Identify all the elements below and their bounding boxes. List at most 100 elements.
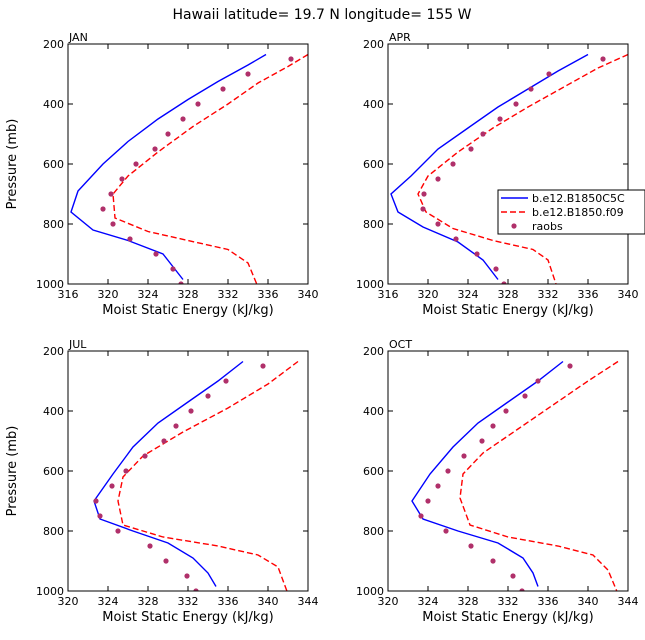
raobs-point xyxy=(453,236,459,242)
raobs-point xyxy=(528,86,534,92)
raobs-point xyxy=(123,468,129,474)
panel-oct: 320 324 328 332 336 340 344 200 400 600 800 1000 OCT… xyxy=(356,338,639,625)
x-tick-label: 336 xyxy=(258,288,279,301)
x-axis-label: Moist Static Energy (kJ/kg) xyxy=(102,610,273,625)
raobs-point xyxy=(161,438,167,444)
raobs-point xyxy=(180,116,186,122)
y-tick-label: 400 xyxy=(43,98,64,111)
y-tick-label: 1000 xyxy=(356,278,384,291)
y-tick-label: 1000 xyxy=(36,278,64,291)
x-axis-label: Moist Static Energy (kJ/kg) xyxy=(422,303,593,318)
raobs-point xyxy=(163,558,169,564)
plot-area xyxy=(93,360,299,591)
raobs-point xyxy=(220,86,226,92)
raobs-point xyxy=(173,423,179,429)
x-tick-label: 324 xyxy=(138,288,159,301)
y-tick-label: 600 xyxy=(43,465,64,478)
y-tick-label: 400 xyxy=(363,98,384,111)
panel-jan: 316 320 324 328 332 336 340 200 400 600 800 1000 JAN… xyxy=(5,31,319,318)
raobs-point xyxy=(152,146,158,152)
x-tick-label: 328 xyxy=(138,595,159,608)
figure-title: Hawaii latitude= 19.7 N longitude= 155 W xyxy=(173,7,472,23)
y-tick-label: 200 xyxy=(363,38,384,51)
raobs-point xyxy=(600,56,606,62)
x-tick-label: 328 xyxy=(178,288,199,301)
raobs-point xyxy=(421,191,427,197)
raobs-point xyxy=(109,483,115,489)
series-line-f09 xyxy=(112,53,308,284)
x-tick-label: 320 xyxy=(418,288,439,301)
legend-label: b.e12.B1850C5C xyxy=(532,192,625,205)
raobs-point xyxy=(425,498,431,504)
y-tick-label: 1000 xyxy=(356,585,384,598)
raobs-point xyxy=(97,513,103,519)
raobs-point xyxy=(443,528,449,534)
raobs-point xyxy=(245,71,251,77)
raobs-point xyxy=(480,131,486,137)
y-axis-label: Pressure (mb) xyxy=(5,119,20,210)
raobs-point xyxy=(178,281,184,284)
raobs-point xyxy=(147,543,153,549)
raobs-point xyxy=(170,266,176,272)
panel-jul: 320 324 328 332 336 340 344 200 400 600 800 1000 JUL… xyxy=(5,338,319,625)
raobs-point xyxy=(490,558,496,564)
legend-label: b.e12.B1850.f09 xyxy=(532,206,624,219)
x-tick-label: 340 xyxy=(298,288,319,301)
plot-frame xyxy=(67,43,309,285)
x-tick-label: 324 xyxy=(458,288,479,301)
x-tick-label: 336 xyxy=(538,595,559,608)
raobs-point xyxy=(468,146,474,152)
panel-label: OCT xyxy=(389,338,412,351)
raobs-point xyxy=(115,528,121,534)
x-tick-label: 328 xyxy=(498,288,519,301)
raobs-point xyxy=(501,281,507,284)
raobs-point xyxy=(418,513,424,519)
x-tick-label: 336 xyxy=(218,595,239,608)
raobs-point xyxy=(519,588,525,591)
raobs-point xyxy=(184,573,190,579)
raobs-point xyxy=(503,408,509,414)
x-tick-label: 324 xyxy=(98,595,119,608)
legend-label: raobs xyxy=(532,220,563,233)
y-tick-label: 200 xyxy=(43,38,64,51)
series-line-f09 xyxy=(459,360,619,591)
plot-area xyxy=(70,53,308,284)
raobs-point xyxy=(435,176,441,182)
raobs-point xyxy=(493,266,499,272)
raobs-point xyxy=(127,236,133,242)
raobs-point xyxy=(195,101,201,107)
raobs-point xyxy=(193,588,199,591)
y-tick-label: 800 xyxy=(43,525,64,538)
plot-area xyxy=(411,360,619,591)
raobs-point xyxy=(100,206,106,212)
x-tick-label: 316 xyxy=(58,288,79,301)
raobs-point xyxy=(205,393,211,399)
x-tick-label: 320 xyxy=(378,595,399,608)
raobs-point xyxy=(260,363,266,369)
x-tick-label: 328 xyxy=(458,595,479,608)
x-tick-label: 340 xyxy=(578,595,599,608)
x-tick-label: 344 xyxy=(298,595,319,608)
raobs-point xyxy=(497,116,503,122)
x-tick-label: 332 xyxy=(538,288,559,301)
raobs-point xyxy=(153,251,159,257)
x-tick-label: 332 xyxy=(498,595,519,608)
x-tick-label: 332 xyxy=(178,595,199,608)
raobs-point xyxy=(110,221,116,227)
series-line-f09 xyxy=(417,53,628,284)
raobs-point xyxy=(108,191,114,197)
panel-label: JAN xyxy=(68,31,88,44)
y-tick-label: 200 xyxy=(363,345,384,358)
panel-apr: 316 320 324 328 332 336 340 200 400 600 800 1000 APR… xyxy=(356,31,639,318)
panel-label: JUL xyxy=(68,338,87,351)
raobs-point xyxy=(567,363,573,369)
raobs-point xyxy=(142,453,148,459)
plot-frame xyxy=(67,350,309,592)
series-line-c5c xyxy=(93,360,244,587)
series-line-c5c xyxy=(390,53,589,280)
x-tick-label: 324 xyxy=(418,595,439,608)
y-tick-label: 600 xyxy=(363,465,384,478)
y-axis-label: Pressure (mb) xyxy=(5,426,20,517)
